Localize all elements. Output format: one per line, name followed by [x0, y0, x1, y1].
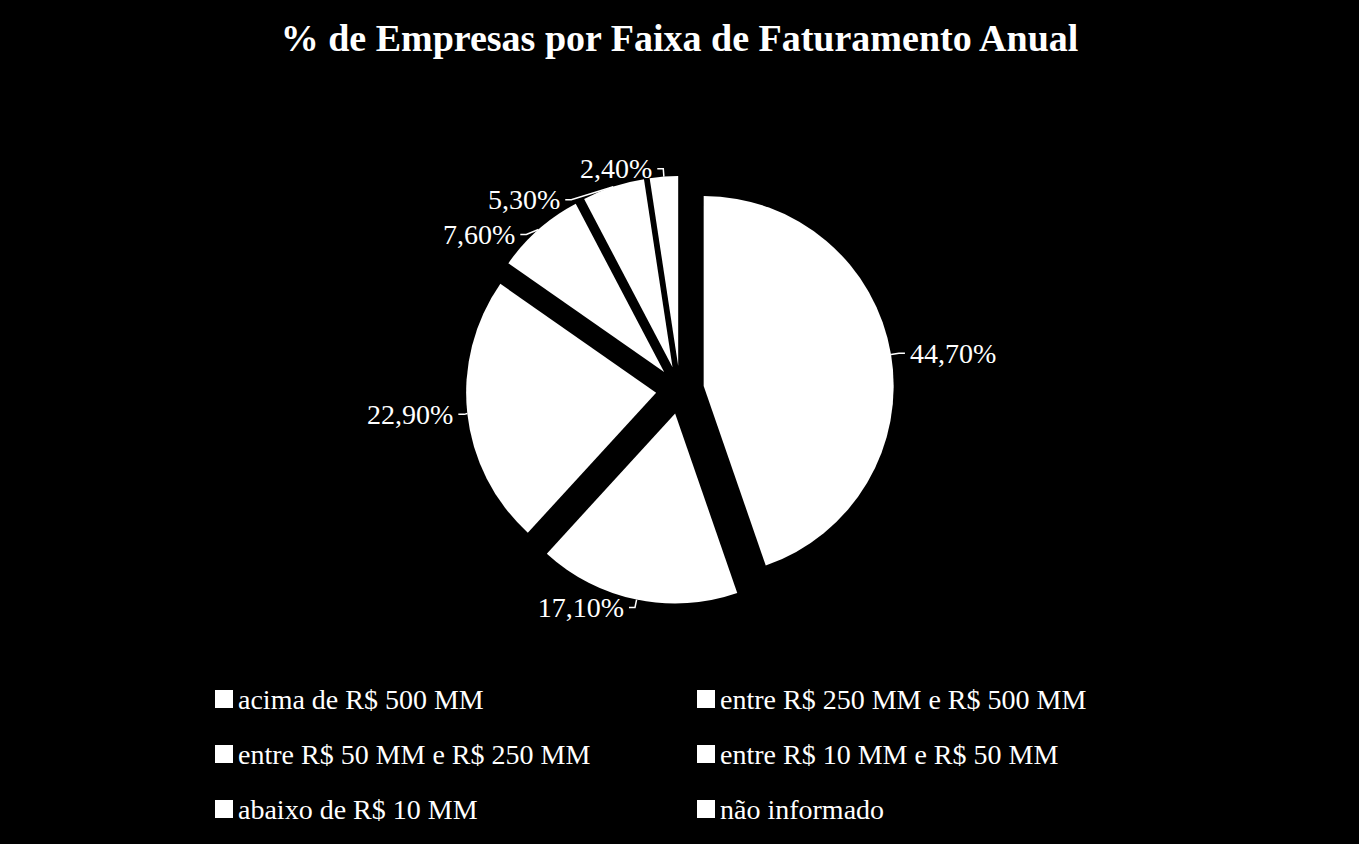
svg-text:entre R$ 10 MM e R$ 50 MM: entre R$ 10 MM e R$ 50 MM: [720, 739, 1058, 770]
svg-text:7,60%: 7,60%: [443, 219, 515, 250]
svg-text:44,70%: 44,70%: [910, 338, 996, 369]
svg-text:22,90%: 22,90%: [367, 399, 453, 430]
svg-text:entre R$ 250 MM e R$ 500 MM: entre R$ 250 MM e R$ 500 MM: [720, 684, 1086, 715]
svg-text:não informado: não informado: [720, 794, 884, 825]
svg-text:17,10%: 17,10%: [538, 592, 624, 623]
svg-text:entre R$ 50 MM e R$ 250 MM: entre R$ 50 MM e R$ 250 MM: [238, 739, 590, 770]
svg-text:acima de R$ 500 MM: acima de R$ 500 MM: [238, 684, 484, 715]
svg-text:abaixo de R$ 10 MM: abaixo de R$ 10 MM: [238, 794, 478, 825]
svg-text:% de Empresas por Faixa de Fat: % de Empresas por Faixa de Faturamento A…: [281, 17, 1079, 59]
svg-text:5,30%: 5,30%: [488, 184, 560, 215]
svg-text:2,40%: 2,40%: [580, 153, 652, 184]
